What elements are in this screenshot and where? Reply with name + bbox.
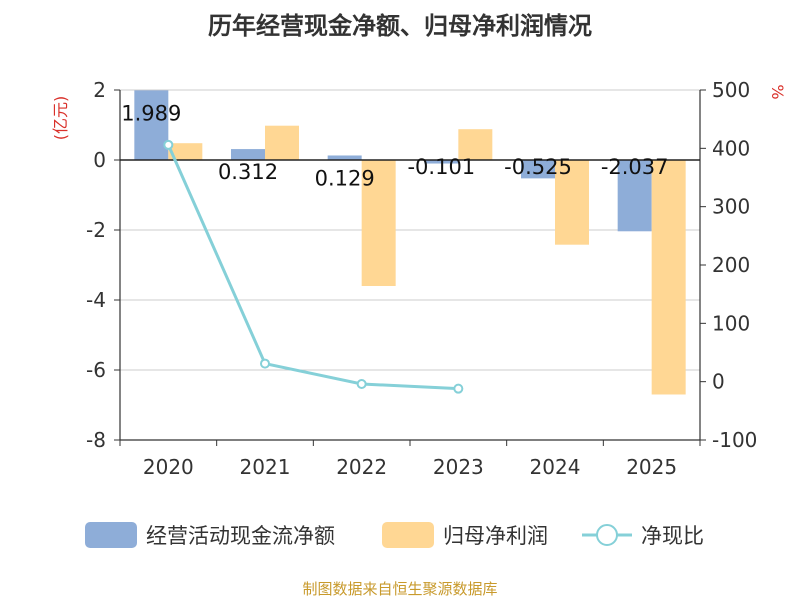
- left-tick-label: -2: [86, 218, 106, 242]
- bar-net-profit: [361, 160, 396, 286]
- bar-data-label: -2.037: [601, 155, 669, 179]
- ratio-point: [356, 379, 367, 389]
- x-tick-label: 2023: [433, 455, 484, 479]
- left-tick-label: -4: [86, 288, 106, 312]
- ratio-point: [163, 139, 174, 150]
- left-tick-label: -6: [86, 358, 106, 382]
- right-tick-label: 200: [712, 253, 750, 277]
- x-tick-label: 2024: [530, 455, 581, 479]
- right-axis-title: %: [768, 84, 787, 99]
- x-tick-label: 2025: [626, 455, 677, 479]
- ratio-line: [166, 144, 459, 391]
- legend-swatch-net-profit: [382, 522, 434, 548]
- right-tick-label: 500: [712, 78, 750, 102]
- bar-net-profit: [651, 160, 686, 395]
- bar-cashflow: [424, 160, 459, 164]
- bar-cashflow: [327, 155, 362, 160]
- bar-cashflow: [521, 160, 555, 179]
- right-tick-label: 400: [712, 136, 750, 160]
- bar-net-profit: [265, 125, 299, 160]
- right-tick-label: -100: [712, 428, 757, 452]
- legend-label-net-profit: 归母净利润: [443, 524, 548, 548]
- ratio-point: [260, 358, 270, 369]
- legend-swatch-ratio-marker: [596, 524, 618, 546]
- bar-data-label: 0.312: [218, 160, 278, 184]
- bar-net-profit: [168, 143, 203, 160]
- legend-label-ratio: 净现比: [641, 524, 704, 548]
- x-tick-label: 2020: [143, 455, 194, 479]
- bar-data-label: 1.989: [121, 101, 181, 125]
- right-tick-label: 100: [712, 311, 750, 335]
- left-tick-label: 0: [93, 148, 106, 172]
- bar-layer: [134, 90, 686, 395]
- x-tick-label: 2021: [240, 455, 291, 479]
- bar-data-label: 0.129: [315, 166, 375, 190]
- legend-label-cashflow: 经营活动现金流净额: [146, 524, 335, 548]
- right-tick-label: 300: [712, 195, 750, 219]
- data-label-layer: 1.989 0.312 0.129 -0.101 -0.525 -2.037: [121, 101, 668, 190]
- bar-data-label: -0.101: [407, 155, 475, 179]
- left-tick-label: 2: [93, 78, 106, 102]
- right-tick-label: 0: [712, 370, 725, 394]
- x-tick-label: 2022: [336, 455, 387, 479]
- chart-title: 历年经营现金净额、归母净利润情况: [208, 12, 592, 40]
- left-axis-title: (亿元): [51, 96, 70, 141]
- axis-layer: 2 0 -2 -4 -6 -8 500 400 300 200 100 0 -100 (亿元)% 2020 2…: [51, 78, 787, 479]
- ratio-point: [453, 383, 464, 394]
- bar-cashflow: [231, 149, 265, 160]
- source-footer: 制图数据来自恒生聚源数据库: [302, 580, 498, 598]
- bar-data-label: -0.525: [504, 155, 572, 179]
- bar-net-profit: [555, 160, 589, 245]
- line-layer: [163, 139, 464, 394]
- legend: 经营活动现金流净额 归母净利润 净现比: [85, 522, 704, 548]
- bar-net-profit: [458, 129, 493, 160]
- bar-cashflow: [134, 90, 169, 160]
- bar-cashflow: [617, 160, 652, 232]
- legend-swatch-cashflow: [85, 522, 137, 548]
- left-tick-label: -8: [86, 428, 106, 452]
